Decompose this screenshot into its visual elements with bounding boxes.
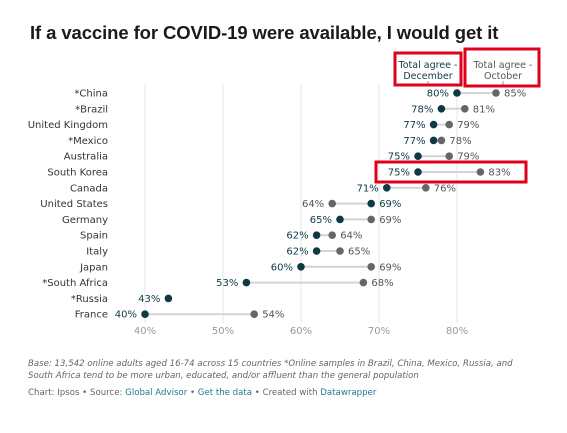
october-value-label: 76% (434, 183, 456, 194)
country-label: *Mexico (68, 136, 108, 147)
chart-credits: Chart: Ipsos • Source: Global Advisor • … (28, 388, 376, 398)
october-dot (476, 168, 485, 176)
country-label: *China (74, 89, 108, 100)
october-dot (437, 136, 446, 145)
country-label: Italy (86, 247, 108, 258)
december-value-label: 77% (403, 136, 425, 147)
legend-highlight-box (463, 47, 541, 88)
october-value-label: 64% (302, 199, 324, 210)
december-value-label: 69% (379, 199, 401, 210)
december-dot (242, 278, 251, 287)
october-value-label: 65% (348, 247, 370, 258)
october-value-label: 78% (449, 136, 471, 147)
december-dot (297, 263, 305, 271)
october-value-label: 83% (488, 168, 510, 179)
get-data-link[interactable]: Get the data (197, 388, 253, 398)
october-value-label: 54% (262, 310, 284, 321)
country-label: Australia (64, 152, 108, 163)
legend-october-line2: October (484, 71, 522, 82)
x-tick-label: 40% (134, 326, 156, 337)
october-value-label: 68% (371, 278, 393, 289)
december-value-label: 75% (388, 168, 410, 179)
october-dot (367, 215, 376, 224)
december-value-label: 78% (411, 104, 433, 115)
x-tick-label: 60% (290, 326, 312, 337)
december-dot (312, 247, 321, 255)
credits-separator: • (187, 388, 198, 398)
country-label: South Korea (47, 168, 108, 179)
source-link[interactable]: Global Advisor (125, 388, 188, 398)
country-label: Japan (79, 262, 108, 273)
legend-highlight-box (393, 51, 463, 87)
country-label: *Russia (71, 294, 108, 305)
highlight-box (374, 160, 528, 184)
chart-title: If a vaccine for COVID-19 were available… (30, 22, 499, 43)
x-tick-label: 50% (212, 326, 234, 337)
december-dot (367, 199, 376, 208)
december-dot (312, 231, 321, 239)
october-value-label: 64% (340, 231, 362, 242)
october-dot (461, 105, 469, 113)
credits-separator: • (79, 388, 90, 398)
x-tick-label: 80% (446, 326, 468, 337)
october-value-label: 79% (457, 152, 479, 163)
october-value-label: 69% (379, 215, 401, 226)
december-dot (437, 105, 446, 113)
december-dot (383, 184, 391, 192)
december-value-label: 71% (357, 183, 379, 194)
country-label: Germany (62, 215, 108, 226)
october-dot (445, 120, 454, 129)
country-label: *South Africa (42, 278, 108, 289)
december-dot (414, 152, 422, 160)
october-dot (328, 199, 337, 208)
credits-separator: • (252, 388, 263, 398)
december-dot (336, 215, 344, 224)
october-dot (336, 247, 344, 255)
december-value-label: 43% (138, 294, 160, 305)
december-dot (164, 294, 173, 303)
december-value-label: 40% (115, 310, 137, 321)
country-label: United States (40, 199, 108, 210)
country-label: Canada (70, 183, 108, 194)
country-label: Spain (80, 231, 108, 242)
created-with-label: Created with (262, 388, 321, 398)
december-dot (453, 89, 461, 97)
december-value-label: 77% (403, 120, 425, 131)
country-label: United Kingdom (28, 120, 108, 131)
october-value-label: 79% (457, 120, 479, 131)
x-tick-label: 70% (368, 326, 390, 337)
december-value-label: 62% (286, 247, 308, 258)
legend-december-line1: Total agree - (398, 60, 458, 71)
october-value-label: 69% (379, 262, 401, 273)
december-dot (429, 136, 438, 145)
october-dot (359, 278, 368, 287)
october-value-label: 81% (473, 104, 495, 115)
december-dot (141, 310, 149, 319)
october-dot (422, 184, 430, 192)
dot-range-chart: 40% 50% 60% 70% 80% *China 80% 85% *Brazil 78% 81%… (28, 47, 541, 337)
country-label: France (75, 310, 108, 321)
legend-october-line1: Total agree - (473, 60, 533, 71)
december-value-label: 65% (310, 215, 332, 226)
october-value-label: 85% (504, 89, 526, 100)
footer-note: Base: 13,542 online adults aged 16-74 ac… (28, 359, 513, 381)
october-dot (445, 152, 454, 160)
december-dot (429, 120, 438, 129)
december-value-label: 62% (286, 231, 308, 242)
legend-december-line2: December (403, 71, 452, 82)
december-value-label: 75% (388, 152, 410, 163)
december-value-label: 53% (216, 278, 238, 289)
source-label: Source: (90, 388, 126, 398)
october-dot (492, 89, 500, 97)
december-value-label: 80% (427, 89, 449, 100)
october-dot (367, 263, 376, 271)
datawrapper-link[interactable]: Datawrapper (320, 388, 377, 398)
december-dot (414, 168, 422, 176)
country-label: *Brazil (75, 104, 108, 115)
october-dot (328, 231, 337, 239)
october-dot (250, 310, 258, 319)
december-value-label: 60% (271, 262, 293, 273)
chart-by: Chart: Ipsos (28, 388, 80, 398)
